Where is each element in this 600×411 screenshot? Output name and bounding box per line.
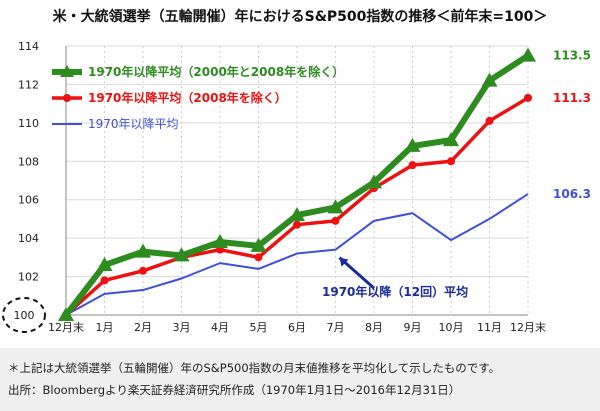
data-point-triangle [212,233,228,248]
legend-label: 1970年以降平均 [88,117,179,131]
data-point-triangle [173,247,190,262]
x-tick-label: 12月末 [510,320,546,334]
x-tick-label: 4月 [211,321,229,334]
data-point-circle [331,216,340,225]
gridlines [66,45,529,316]
x-tick-label: 1月 [96,321,114,334]
x-tick-label: 9月 [404,321,422,334]
x-tick-label: 6月 [288,321,306,334]
data-point-circle [524,93,532,102]
data-point-circle [100,276,109,285]
start-value-circle [2,297,46,333]
data-point-triangle [250,237,267,252]
data-point-triangle [96,257,113,272]
y-tick-label: 108 [18,155,39,168]
line-chart: 102 104 106 108 110 112 114 12月末 1月 2月 3月 4月 5月 6月 7月 8… [2,40,591,334]
y-tick-label: 114 [18,40,39,53]
chart-title: 米・大統領選挙（五輪開催）年におけるS&P500指数の推移＜前年末=100＞ [52,9,548,25]
callout-label: 1970年以降（12回）平均 [322,284,468,299]
footnote: ＊上記は大統領選挙（五輪開催）年のS&P500指数の月末値推移を平均化して示した… [8,361,501,375]
data-point-circle [139,266,147,275]
data-point-circle [447,157,455,166]
y-tick-label: 102 [18,271,39,284]
y-tick-label: 104 [18,232,39,245]
x-tick-label: 8月 [365,321,383,334]
x-tick-label: 12月末 [48,320,84,334]
series-end-label: 111.3 [553,91,591,105]
x-tick-label: 5月 [250,321,268,334]
legend-swatch-marker [63,94,71,102]
legend-swatch-marker [60,65,74,77]
x-tick-label: 11月 [477,321,502,334]
x-tick-label: 3月 [173,321,191,334]
footer-panel: ＊上記は大統領選挙（五輪開催）年のS&P500指数の月末値推移を平均化して示した… [0,348,600,411]
legend-label: 1970年以降平均（2000年と2008年を除く） [88,64,344,79]
data-point-triangle [327,199,344,214]
series-line-2 [65,193,529,316]
labels: 100 113.5 111.3 106.3 1970年以降（12回）平均 [2,49,591,333]
data-point-triangle [135,243,151,258]
data-point-triangle [481,72,498,87]
x-tick-label: 10月 [439,321,464,334]
x-tick-label: 7月 [327,321,345,334]
x-tick-label: 2月 [134,321,152,334]
y-tick-label: 106 [18,194,39,207]
data-point-circle [254,253,263,262]
start-value-label: 100 [14,309,35,322]
source-note: 出所：Bloombergより楽天証券経済研究所作成（1970年1月1日～2016… [8,383,461,397]
series-end-label: 113.5 [553,49,591,63]
legend: 1970年以降平均（2000年と2008年を除く） 1970年以降平均（2008年… [52,64,344,131]
data-point-triangle [520,47,536,62]
data-point-circle [293,220,301,229]
data-point-triangle [366,174,382,189]
data-point-triangle [443,132,459,147]
series-end-label: 106.3 [553,187,591,201]
data-point-triangle [58,307,74,321]
series-group [58,47,536,321]
data-point-triangle [404,137,421,152]
legend-label: 1970年以降平均（2008年を除く） [88,90,287,105]
axes: 102 104 106 108 110 112 114 12月末 1月 2月 3月 4月 5月 6月 7月 8… [18,40,546,334]
y-tick-label: 110 [18,117,39,130]
callout-arrow-head [339,257,349,267]
data-point-triangle [289,207,305,222]
data-point-circle [485,116,494,125]
y-tick-label: 112 [18,78,39,91]
data-point-circle [408,161,417,170]
